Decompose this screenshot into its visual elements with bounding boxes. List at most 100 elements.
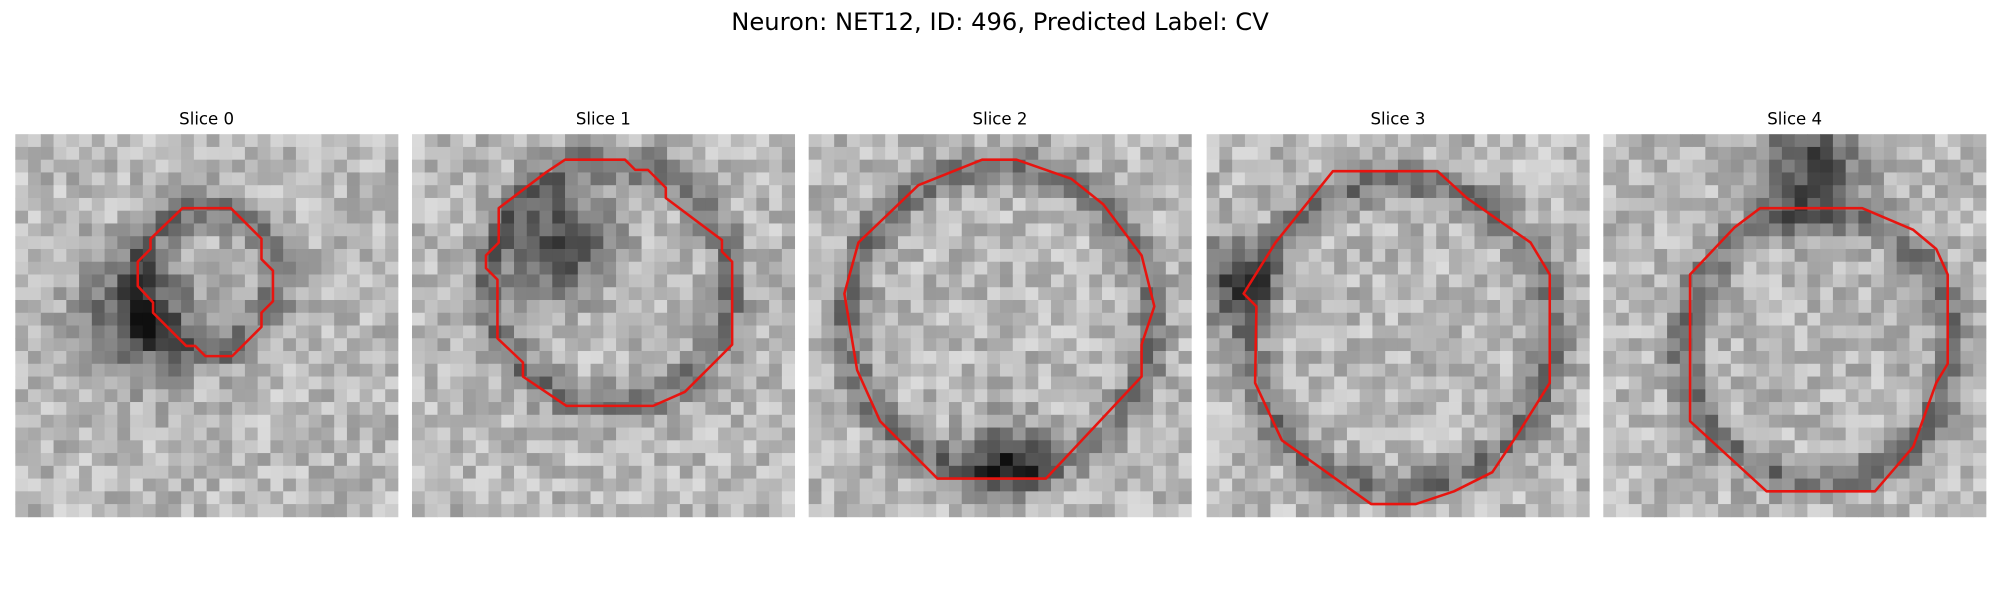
- pixel: [641, 427, 655, 441]
- pixel: [1051, 197, 1065, 212]
- pixel: [1000, 210, 1014, 224]
- pixel: [244, 389, 259, 403]
- pixel: [1563, 491, 1577, 505]
- pixel: [565, 338, 579, 352]
- pixel: [15, 236, 29, 250]
- pixel: [654, 287, 668, 301]
- pixel: [923, 185, 937, 199]
- pixel: [1283, 491, 1297, 505]
- pixel: [295, 338, 310, 352]
- pixel: [1102, 491, 1116, 505]
- pixel: [219, 146, 233, 161]
- pixel: [1820, 300, 1834, 314]
- pixel: [590, 287, 604, 301]
- pixel: [1206, 338, 1220, 352]
- pixel: [1832, 134, 1847, 148]
- pixel: [1487, 351, 1501, 365]
- pixel: [1206, 504, 1220, 518]
- pixel: [1474, 287, 1488, 301]
- pixel: [1871, 389, 1885, 403]
- pixel: [667, 414, 681, 428]
- pixel: [501, 185, 515, 199]
- pixel: [1000, 300, 1014, 314]
- pixel: [104, 376, 118, 390]
- pixel: [1692, 491, 1706, 505]
- pixel: [1807, 453, 1821, 467]
- pixel: [1140, 491, 1154, 505]
- pixel: [321, 389, 335, 403]
- pixel: [1654, 312, 1668, 326]
- pixel: [641, 465, 655, 479]
- pixel: [1283, 325, 1297, 339]
- pixel: [244, 210, 259, 224]
- pixel: [1896, 325, 1910, 339]
- pixel: [1832, 261, 1847, 275]
- pixel: [1551, 427, 1565, 441]
- pixel: [1654, 274, 1668, 288]
- pixel: [232, 300, 246, 314]
- pixel: [1512, 363, 1526, 377]
- pixel: [1346, 338, 1361, 352]
- pixel: [705, 504, 719, 518]
- pixel: [1845, 312, 1859, 326]
- pixel: [372, 223, 386, 237]
- pixel: [91, 478, 105, 492]
- pixel: [936, 210, 950, 224]
- pixel: [1461, 159, 1475, 173]
- pixel: [1641, 325, 1655, 339]
- pixel: [1153, 172, 1167, 186]
- pixel: [372, 325, 386, 339]
- pixel: [1295, 312, 1310, 326]
- pixel: [1102, 312, 1116, 326]
- pixel: [1114, 325, 1128, 339]
- pixel: [295, 274, 310, 288]
- pixel: [974, 248, 988, 263]
- pixel: [1525, 172, 1539, 186]
- pixel: [1718, 376, 1732, 390]
- pixel: [1219, 325, 1233, 339]
- pixel: [936, 440, 950, 454]
- pixel: [1641, 274, 1655, 288]
- pixel: [679, 414, 693, 428]
- pixel: [679, 197, 693, 212]
- pixel: [590, 223, 604, 237]
- pixel: [1781, 351, 1796, 365]
- pixel: [603, 172, 617, 186]
- pixel: [1076, 389, 1090, 403]
- pixel: [1359, 223, 1373, 237]
- pixel: [270, 363, 284, 377]
- pixel: [1934, 223, 1949, 237]
- pixel: [488, 389, 502, 403]
- pixel: [1385, 389, 1399, 403]
- pixel: [1283, 312, 1297, 326]
- pixel: [539, 478, 553, 492]
- pixel: [1705, 197, 1719, 212]
- pixel: [910, 491, 924, 505]
- pixel: [91, 414, 105, 428]
- pixel: [1334, 287, 1348, 301]
- pixel: [1960, 402, 1974, 416]
- pixel: [1076, 376, 1090, 390]
- pixel: [1127, 248, 1141, 263]
- pixel: [117, 312, 131, 326]
- pixel: [244, 478, 259, 492]
- pixel: [1474, 453, 1488, 467]
- pixel: [1257, 427, 1271, 441]
- pixel: [1114, 146, 1128, 161]
- pixel: [577, 223, 591, 237]
- pixel: [846, 491, 861, 505]
- pixel: [359, 414, 373, 428]
- pixel: [1410, 300, 1424, 314]
- pixel: [821, 287, 835, 301]
- pixel: [66, 491, 80, 505]
- pixel: [679, 478, 693, 492]
- pixel: [1730, 389, 1745, 403]
- pixel: [1051, 134, 1065, 148]
- pixel: [1487, 363, 1501, 377]
- pixel: [539, 261, 553, 275]
- pixel: [1641, 427, 1655, 441]
- pixel: [232, 287, 246, 301]
- pixel: [1667, 134, 1681, 148]
- pixel: [1461, 465, 1475, 479]
